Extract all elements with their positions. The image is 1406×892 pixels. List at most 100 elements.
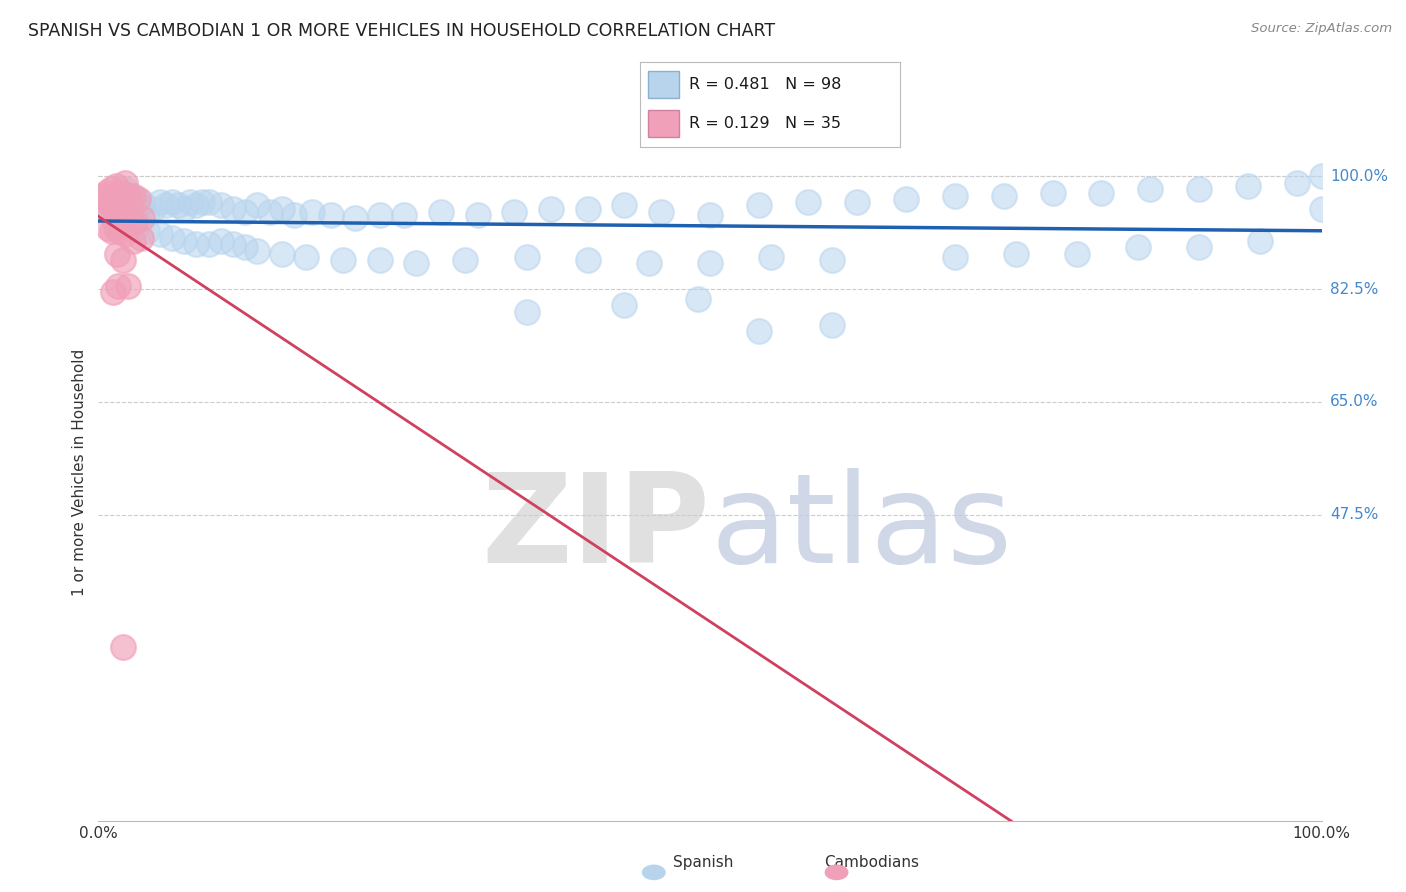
Point [1139, 182, 1161, 196]
Point [91, 188, 114, 202]
Point [100, 182, 122, 196]
Point [108, 224, 131, 238]
Text: 100.0%: 100.0% [1330, 169, 1388, 184]
Point [100, 208, 122, 222]
Point [173, 202, 195, 216]
Point [430, 205, 453, 219]
Point [576, 202, 599, 216]
Point [117, 279, 139, 293]
Point [121, 234, 143, 248]
Point [821, 318, 844, 332]
Point [761, 250, 783, 264]
Point [222, 202, 245, 216]
Point [179, 195, 201, 210]
Point [270, 246, 294, 260]
Text: R = 0.481   N = 98: R = 0.481 N = 98 [689, 77, 842, 92]
Point [246, 198, 269, 212]
Point [699, 256, 721, 270]
Point [894, 192, 917, 206]
Point [173, 234, 195, 248]
Point [699, 208, 721, 222]
Point [454, 253, 477, 268]
Point [104, 179, 127, 194]
Point [118, 218, 141, 232]
Point [98, 195, 121, 210]
Point [301, 205, 323, 219]
Point [197, 195, 219, 210]
Point [344, 211, 367, 226]
Point [540, 202, 562, 216]
Point [283, 208, 305, 222]
Point [845, 195, 868, 210]
Point [136, 205, 159, 219]
Point [246, 244, 269, 258]
Point [191, 195, 214, 210]
Point [160, 195, 183, 210]
Bar [648, 110, 679, 137]
Point [124, 214, 146, 228]
Point [121, 202, 143, 216]
Point [686, 292, 709, 306]
Point [107, 205, 129, 219]
Point [186, 198, 208, 212]
Point [142, 202, 165, 216]
Point [105, 221, 128, 235]
Point [104, 221, 127, 235]
Point [637, 256, 661, 270]
Text: Cambodians: Cambodians [824, 855, 920, 870]
Point [110, 205, 132, 219]
Point [107, 279, 129, 293]
Point [155, 198, 177, 212]
Point [136, 224, 159, 238]
Point [797, 195, 820, 210]
Point [114, 176, 136, 190]
Point [515, 304, 537, 318]
Point [467, 208, 489, 222]
Point [105, 246, 128, 260]
Point [127, 192, 149, 206]
Point [101, 202, 124, 216]
Point [101, 224, 124, 238]
Point [259, 205, 281, 219]
Point [1286, 176, 1309, 190]
Text: R = 0.129   N = 35: R = 0.129 N = 35 [689, 116, 841, 131]
Text: 82.5%: 82.5% [1330, 282, 1378, 297]
Point [97, 221, 120, 235]
Point [186, 237, 208, 252]
Text: 47.5%: 47.5% [1330, 508, 1378, 522]
Point [124, 192, 146, 206]
Point [943, 250, 966, 264]
Point [160, 230, 183, 244]
Point [748, 324, 770, 338]
Point [118, 192, 141, 206]
Point [101, 188, 124, 202]
Point [1090, 186, 1112, 200]
Text: ZIP: ZIP [481, 468, 710, 589]
Y-axis label: 1 or more Vehicles in Household: 1 or more Vehicles in Household [72, 349, 87, 597]
Point [222, 237, 245, 252]
Point [112, 202, 135, 216]
Point [1128, 240, 1150, 254]
Point [128, 198, 150, 212]
Point [131, 195, 153, 210]
Point [114, 182, 136, 196]
Point [392, 208, 416, 222]
Text: 65.0%: 65.0% [1330, 394, 1378, 409]
Point [233, 240, 256, 254]
Point [209, 198, 232, 212]
Point [149, 195, 172, 210]
Point [197, 237, 219, 252]
Point [993, 188, 1015, 202]
Point [1188, 240, 1211, 254]
Point [319, 208, 342, 222]
Point [101, 188, 124, 202]
Point [120, 188, 142, 202]
Point [613, 298, 636, 312]
Text: atlas: atlas [710, 468, 1012, 589]
Point [124, 221, 146, 235]
Point [405, 256, 427, 270]
Text: SPANISH VS CAMBODIAN 1 OR MORE VEHICLES IN HOUSEHOLD CORRELATION CHART: SPANISH VS CAMBODIAN 1 OR MORE VEHICLES … [28, 22, 775, 40]
Point [1310, 169, 1333, 184]
Point [111, 253, 134, 268]
Point [821, 253, 844, 268]
